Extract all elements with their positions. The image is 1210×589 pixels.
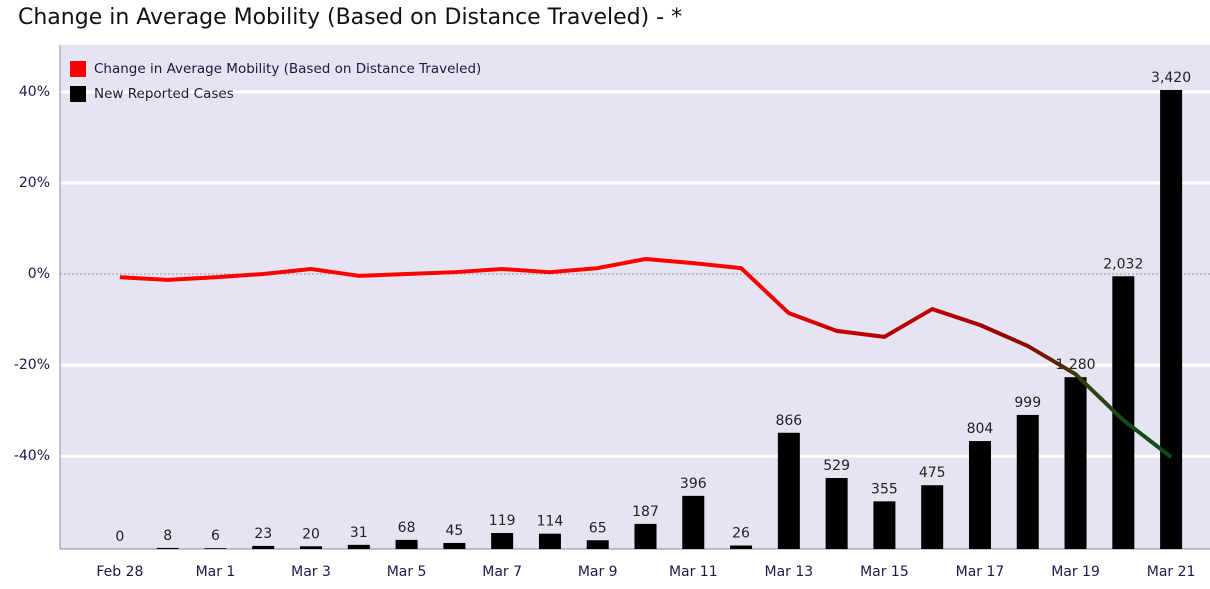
x-tick-label: Mar 17: [956, 564, 1005, 580]
data-label: 23: [254, 526, 272, 542]
x-tick-label: Mar 9: [578, 564, 618, 580]
x-tick-label: Mar 15: [860, 564, 909, 580]
bar: [156, 547, 179, 549]
bar: [682, 495, 705, 549]
data-label: 999: [1014, 395, 1041, 411]
data-label: 3,420: [1151, 70, 1191, 86]
legend-label: Change in Average Mobility (Based on Dis…: [94, 61, 481, 77]
y-tick-label: 0%: [28, 266, 50, 282]
data-label: 2,032: [1103, 256, 1143, 272]
bar: [1064, 377, 1087, 549]
data-label: 26: [732, 526, 750, 542]
data-label: 119: [489, 513, 516, 529]
data-label: 529: [823, 458, 850, 474]
x-tick-label: Mar 21: [1147, 564, 1196, 580]
x-tick-label: Feb 28: [96, 564, 143, 580]
data-label: 8: [163, 528, 172, 544]
x-tick-label: Mar 19: [1051, 564, 1100, 580]
data-label: 114: [537, 514, 564, 530]
data-label: 68: [398, 520, 416, 536]
data-label: 6: [211, 528, 220, 544]
y-tick-label: 40%: [19, 84, 50, 100]
bar: [921, 485, 944, 549]
x-tick-label: Mar 5: [387, 564, 427, 580]
line: [119, 256, 1173, 459]
data-label: 0: [115, 529, 124, 545]
x-tick-label: Mar 11: [669, 564, 718, 580]
legend-label: New Reported Cases: [94, 86, 234, 102]
bar: [395, 539, 418, 549]
y-tick-label: 20%: [19, 175, 50, 191]
x-tick-label: Mar 13: [765, 564, 814, 580]
data-label: 396: [680, 476, 707, 492]
bar: [777, 432, 800, 549]
bar: [300, 546, 323, 549]
x-tick-label: Mar 1: [196, 564, 236, 580]
bar: [968, 441, 991, 549]
bar: [204, 548, 227, 549]
data-label: 65: [589, 520, 607, 536]
bar: [586, 540, 609, 549]
bar: [1016, 414, 1039, 549]
bar: [538, 533, 561, 549]
y-tick-label: -40%: [14, 448, 50, 464]
bar: [873, 501, 896, 549]
legend-swatch: [70, 61, 86, 77]
data-label: 475: [919, 465, 946, 481]
bar: [634, 523, 657, 549]
bar: [252, 545, 275, 549]
x-tick-label: Mar 7: [482, 564, 522, 580]
bar: [730, 545, 753, 549]
bar: [443, 542, 466, 549]
bar: [491, 533, 514, 549]
data-label: 866: [775, 413, 802, 429]
chart-title: Change in Average Mobility (Based on Dis…: [18, 5, 682, 30]
data-label: 187: [632, 504, 659, 520]
y-tick-label: -20%: [14, 357, 50, 373]
x-tick-label: Mar 3: [291, 564, 331, 580]
data-label: 804: [967, 421, 994, 437]
legend-swatch: [70, 86, 86, 102]
data-label: 355: [871, 481, 898, 497]
data-label: 45: [445, 523, 463, 539]
bar: [825, 477, 848, 549]
bar: [1112, 276, 1135, 549]
bar: [1160, 89, 1183, 549]
bar: [347, 544, 370, 549]
data-label: 31: [350, 525, 368, 541]
data-label: 20: [302, 526, 320, 542]
